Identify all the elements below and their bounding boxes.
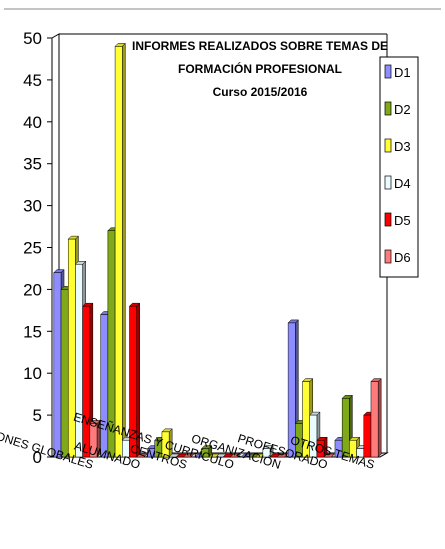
legend-item-d2: D2 xyxy=(384,101,411,117)
y-tick-label: 10 xyxy=(23,364,42,383)
legend-label: D6 xyxy=(394,250,411,265)
bar-d3-1 xyxy=(114,42,126,458)
legend-swatch xyxy=(384,101,392,116)
bar-d6-3 xyxy=(229,453,242,458)
bar-d5-5 xyxy=(316,436,328,458)
legend-item-d3: D3 xyxy=(384,138,411,154)
bar-d5-1 xyxy=(128,302,141,458)
chart-subtitle: Curso 2015/2016 xyxy=(213,85,308,99)
legend-item-d5: D5 xyxy=(384,212,411,228)
bar-d6-6 xyxy=(370,377,382,458)
bar-d4-4 xyxy=(262,445,274,458)
bar-d6-5 xyxy=(323,453,335,458)
legend-item-d4: D4 xyxy=(384,175,411,191)
legend-item-d1: D1 xyxy=(384,64,411,80)
y-tick-label: 15 xyxy=(23,322,42,341)
y-tick-label: 45 xyxy=(23,71,42,90)
legend-swatch xyxy=(384,212,392,227)
legend-label: D3 xyxy=(394,139,411,154)
bar-d3-2 xyxy=(161,428,173,458)
legend-label: D2 xyxy=(394,102,411,117)
legend-item-d6: D6 xyxy=(384,249,411,265)
y-tick-label: 50 xyxy=(23,29,42,48)
bar-d6-4 xyxy=(276,453,289,458)
legend-swatch xyxy=(384,175,392,190)
y-tick-label: 25 xyxy=(23,239,42,258)
bar-d6-0 xyxy=(89,419,101,458)
legend-swatch xyxy=(384,249,392,264)
y-tick-label: 20 xyxy=(23,280,42,299)
bar-d6-2 xyxy=(182,453,195,458)
legend-label: D4 xyxy=(394,176,411,191)
legend-label: D5 xyxy=(394,213,411,228)
y-tick-label: 40 xyxy=(23,113,42,132)
bar-d2-3 xyxy=(200,445,213,458)
chart-title-line-2: FORMACIÓN PROFESIONAL xyxy=(178,61,342,76)
y-tick-label: 5 xyxy=(33,406,42,425)
y-tick-label: 0 xyxy=(33,448,42,467)
legend-label: D1 xyxy=(394,65,411,80)
legend-swatch xyxy=(384,64,392,79)
chart-title-line-1: INFORMES REALIZADOS SOBRE TEMAS DE xyxy=(132,39,388,53)
legend-swatch xyxy=(384,138,392,153)
bar-d6-1 xyxy=(136,453,148,458)
y-tick-label: 30 xyxy=(23,197,42,216)
legend-box xyxy=(379,56,419,278)
y-tick-label: 35 xyxy=(23,155,42,174)
